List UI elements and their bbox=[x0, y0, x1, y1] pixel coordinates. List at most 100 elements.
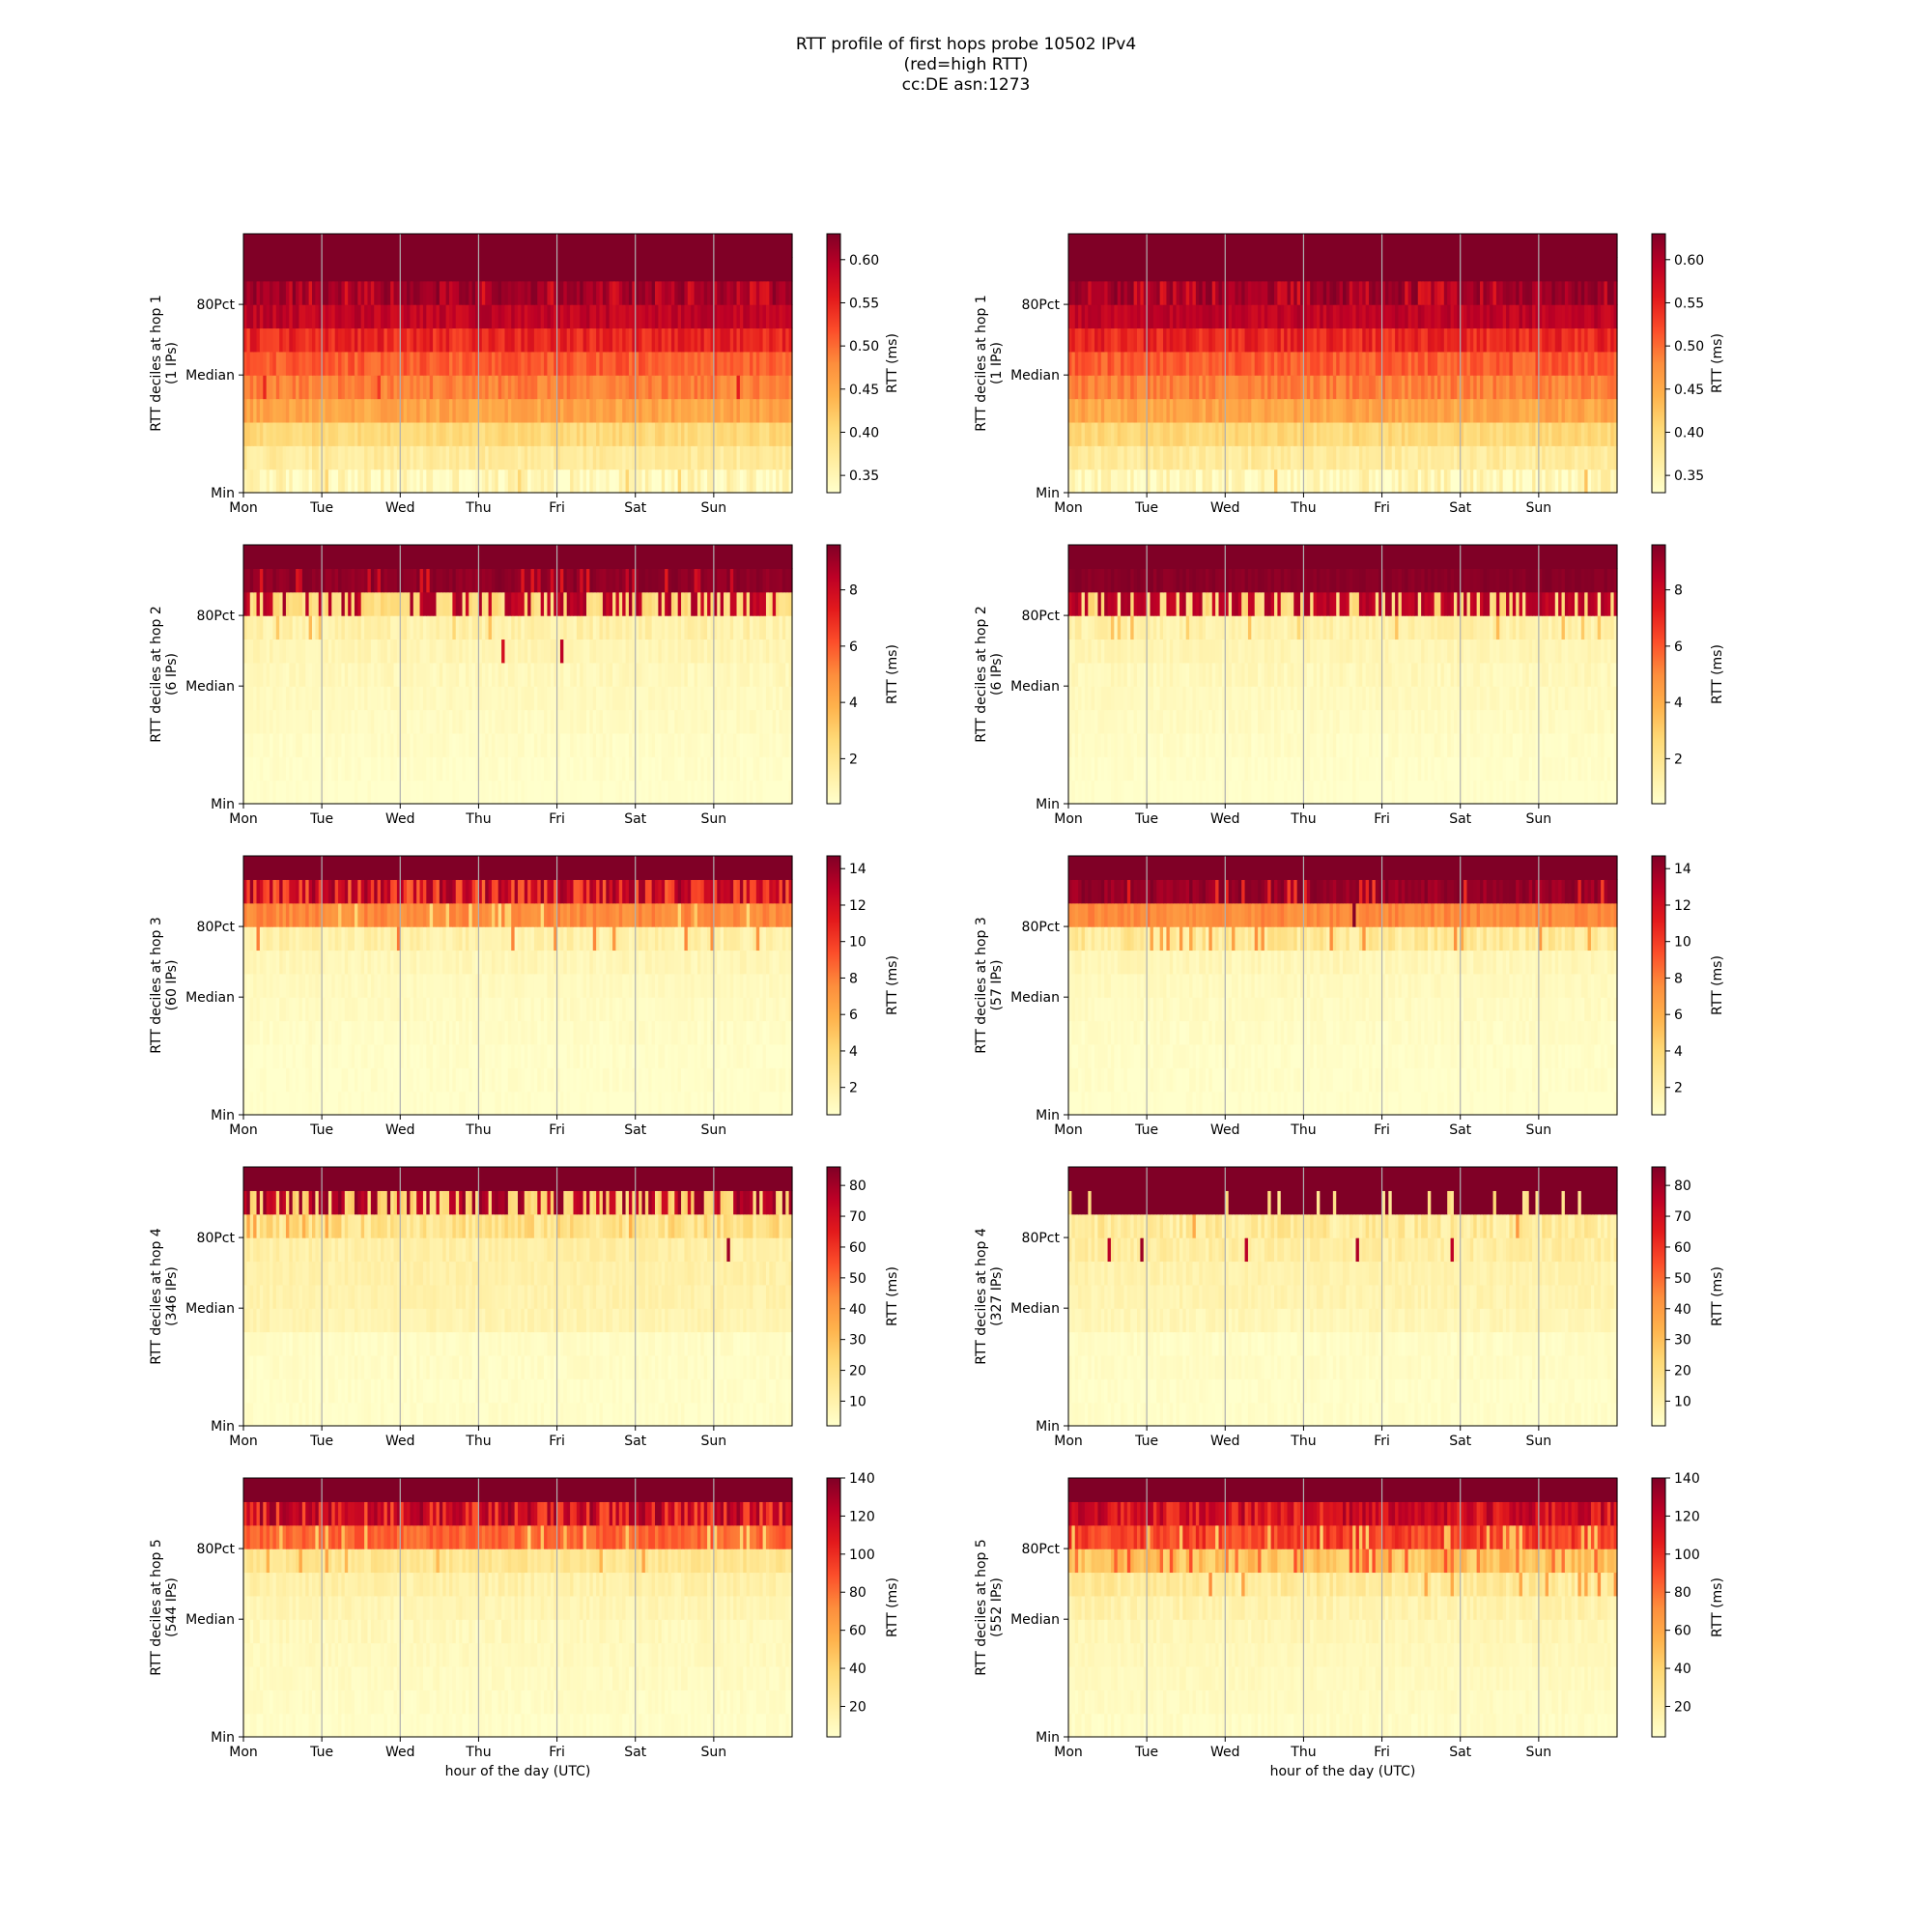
heatmap-cell bbox=[325, 351, 329, 376]
heatmap-cell bbox=[1358, 375, 1363, 400]
heatmap-cell bbox=[776, 327, 781, 353]
heatmap-cell bbox=[331, 304, 336, 329]
heatmap-cell bbox=[360, 756, 365, 781]
heatmap-cell bbox=[495, 280, 499, 305]
heatmap-cell bbox=[524, 327, 528, 353]
heatmap-cell bbox=[452, 469, 457, 494]
heatmap-cell bbox=[1427, 398, 1432, 423]
heatmap-cell bbox=[554, 469, 558, 494]
heatmap-cell bbox=[674, 280, 679, 305]
heatmap-cell bbox=[439, 304, 443, 329]
heatmap-cell bbox=[612, 398, 617, 423]
heatmap-cell bbox=[478, 398, 483, 423]
heatmap-cell bbox=[331, 234, 336, 258]
heatmap-cell bbox=[1117, 445, 1122, 470]
heatmap-cell bbox=[416, 280, 421, 305]
heatmap-cell bbox=[253, 280, 258, 305]
heatmap-cell bbox=[429, 469, 434, 494]
heatmap-cell bbox=[481, 304, 486, 329]
heatmap-cell bbox=[703, 756, 708, 781]
heatmap-cell bbox=[357, 304, 362, 329]
heatmap-cell bbox=[381, 469, 384, 494]
heatmap-cell bbox=[514, 234, 519, 258]
heatmap-cell bbox=[606, 327, 611, 353]
heatmap-cell bbox=[596, 351, 601, 376]
heatmap-cell bbox=[696, 421, 701, 446]
heatmap-cell bbox=[497, 469, 502, 494]
heatmap-cell bbox=[374, 375, 379, 400]
heatmap-cell bbox=[641, 445, 646, 470]
heatmap-cell bbox=[351, 398, 355, 423]
heatmap-cell bbox=[357, 398, 362, 423]
colorbar-tick-label: 0.45 bbox=[1674, 383, 1704, 398]
heatmap-cell bbox=[729, 280, 734, 305]
heatmap-cell bbox=[253, 351, 258, 376]
heatmap-cell bbox=[433, 375, 438, 400]
heatmap-cell bbox=[785, 351, 790, 376]
heatmap-cell bbox=[348, 375, 353, 400]
heatmap-cell bbox=[507, 234, 512, 258]
heatmap-cell bbox=[1358, 421, 1363, 446]
heatmap-cell bbox=[635, 327, 639, 353]
heatmap-cell bbox=[681, 421, 686, 446]
heatmap-cell bbox=[651, 375, 656, 400]
heatmap-cell bbox=[736, 445, 741, 470]
heatmap-cell bbox=[360, 639, 365, 664]
heatmap-cell bbox=[661, 280, 666, 305]
heatmap-cell bbox=[736, 327, 741, 353]
heatmap-cell bbox=[370, 280, 375, 305]
heatmap-cell bbox=[259, 709, 264, 734]
heatmap-cell bbox=[471, 327, 476, 353]
heatmap-cell bbox=[243, 351, 247, 376]
heatmap-cell bbox=[429, 280, 434, 305]
heatmap-cell bbox=[412, 445, 417, 470]
heatmap-cell bbox=[462, 398, 467, 423]
heatmap-cell bbox=[312, 257, 316, 282]
heatmap-cell bbox=[253, 469, 258, 494]
heatmap-cell bbox=[762, 304, 767, 329]
heatmap-cell bbox=[436, 445, 440, 470]
heatmap-cell bbox=[246, 351, 251, 376]
heatmap-cell bbox=[478, 421, 483, 446]
heatmap-cell bbox=[625, 445, 630, 470]
heatmap-cell bbox=[334, 280, 339, 305]
heatmap-cell bbox=[632, 257, 637, 282]
heatmap-cell bbox=[739, 304, 744, 329]
heatmap-cell bbox=[478, 327, 483, 353]
heatmap-cell bbox=[765, 398, 770, 423]
heatmap-cell bbox=[442, 280, 447, 305]
heatmap-cell bbox=[589, 421, 594, 446]
heatmap-cell bbox=[726, 375, 731, 400]
heatmap-cell bbox=[781, 398, 786, 423]
heatmap-cell bbox=[491, 327, 496, 353]
heatmap-cell bbox=[563, 398, 568, 423]
heatmap-cell bbox=[1427, 421, 1432, 446]
heatmap-cell bbox=[779, 445, 783, 470]
heatmap-cell bbox=[253, 398, 258, 423]
heatmap-cell bbox=[471, 304, 476, 329]
heatmap-cell bbox=[396, 469, 401, 494]
heatmap-cell bbox=[396, 280, 401, 305]
heatmap-cell bbox=[462, 375, 467, 400]
heatmap-cell bbox=[762, 351, 767, 376]
heatmap-cell bbox=[263, 351, 268, 376]
heatmap-cell bbox=[305, 234, 310, 258]
heatmap-cell bbox=[422, 280, 427, 305]
heatmap-cell bbox=[279, 327, 284, 353]
heatmap-cell bbox=[753, 421, 757, 446]
y-axis-sublabel: (1 IPs) bbox=[989, 342, 1005, 384]
heatmap-cell bbox=[501, 351, 506, 376]
heatmap-cell bbox=[344, 421, 349, 446]
heatmap-cell bbox=[256, 398, 261, 423]
heatmap-cell bbox=[670, 662, 675, 687]
heatmap-cell bbox=[298, 327, 303, 353]
heatmap-cell bbox=[471, 398, 476, 423]
heatmap-cell bbox=[559, 375, 564, 400]
heatmap-cell bbox=[651, 327, 656, 353]
heatmap-cell bbox=[514, 327, 519, 353]
heatmap-cell bbox=[301, 375, 306, 400]
heatmap-cell bbox=[1185, 445, 1190, 470]
heatmap-cell bbox=[1528, 327, 1533, 353]
heatmap-cell bbox=[533, 756, 538, 781]
heatmap-cell bbox=[518, 327, 522, 353]
